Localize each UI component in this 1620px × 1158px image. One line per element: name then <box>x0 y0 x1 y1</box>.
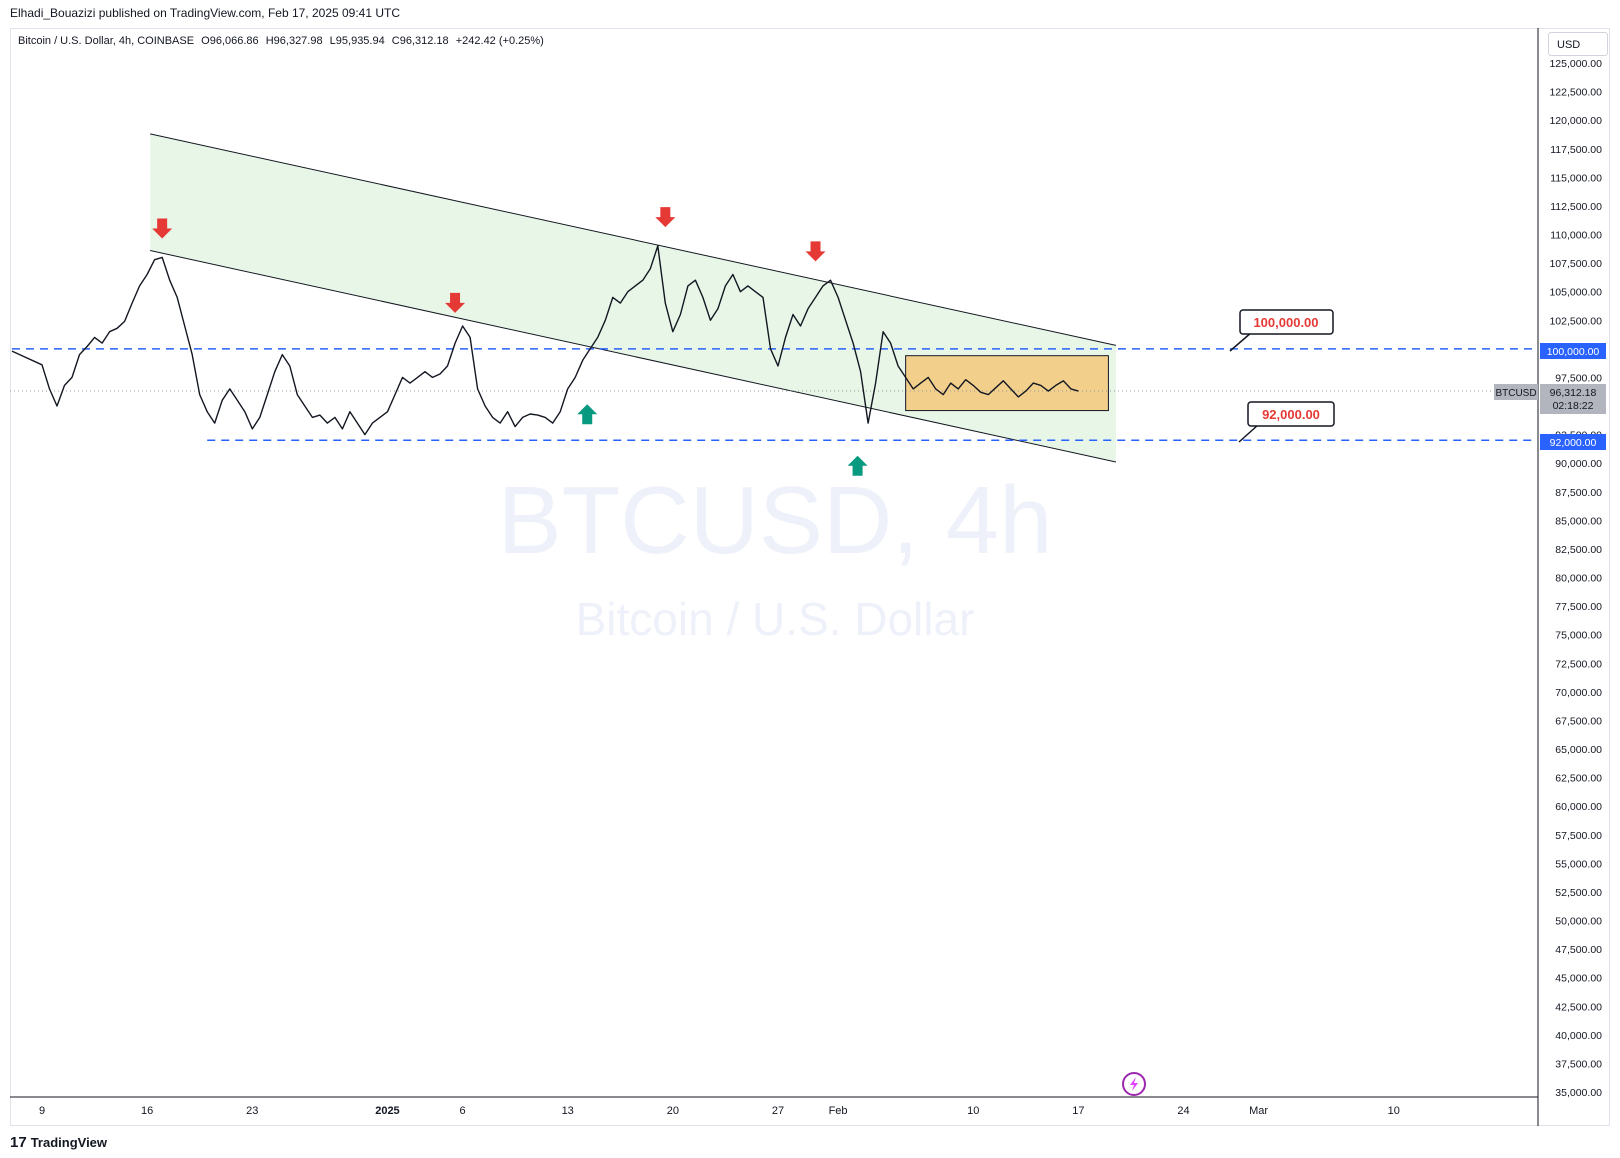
chart-frame <box>10 28 1610 1126</box>
publish-attribution: Elhadi_Bouazizi published on TradingView… <box>10 6 401 20</box>
tradingview-logo-icon: 17 <box>10 1134 27 1151</box>
legend-close: C96,312.18 <box>391 35 449 47</box>
currency-unit-button[interactable]: USD <box>1548 32 1608 56</box>
symbol-description[interactable]: Bitcoin / U.S. Dollar, 4h, COINBASE <box>18 35 195 47</box>
legend-open: O96,066.86 <box>201 35 259 47</box>
legend-high: H96,327.98 <box>265 35 323 47</box>
symbol-legend: Bitcoin / U.S. Dollar, 4h, COINBASE O96,… <box>18 35 548 47</box>
legend-change: +242.42 (+0.25%) <box>455 35 544 47</box>
footer-brand-name: TradingView <box>30 1135 108 1150</box>
footer-brand: 17 TradingView <box>10 1134 107 1151</box>
legend-low: L95,935.94 <box>329 35 385 47</box>
